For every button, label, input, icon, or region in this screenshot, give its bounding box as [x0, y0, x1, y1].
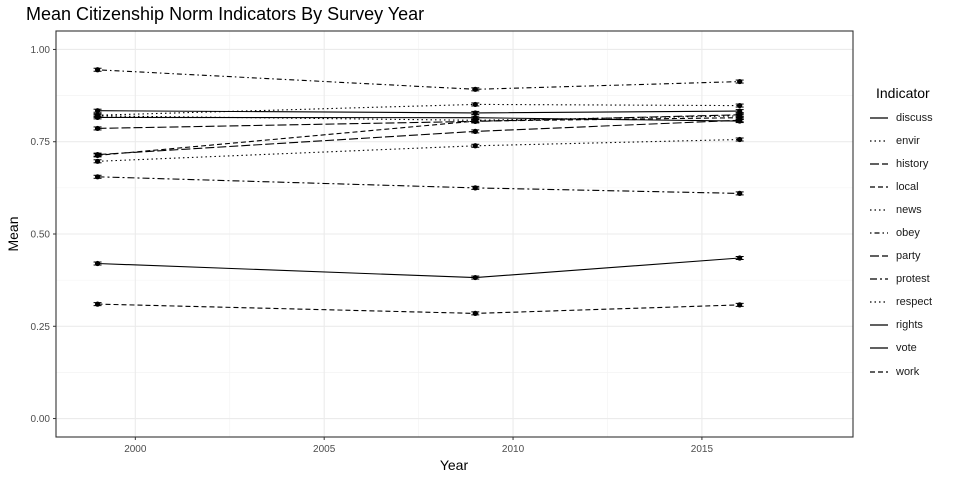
legend-label-rights: rights [896, 319, 923, 332]
legend-label-history: history [896, 157, 929, 170]
data-point-vote [94, 260, 101, 267]
y-tick-label: 0.25 [31, 322, 51, 333]
legend-key-rights [870, 324, 888, 327]
data-point-rights [737, 118, 743, 124]
data-point-respect [472, 101, 478, 108]
legend-label-obey: obey [896, 227, 920, 240]
chart-title: Mean Citizenship Norm Indicators By Surv… [26, 4, 425, 24]
data-point-protest [737, 190, 743, 196]
legend: Indicator discuss envir history local news ob… [868, 84, 958, 383]
data-point-rights [94, 114, 101, 120]
data-point-obey [94, 67, 101, 73]
legend-key-respect [870, 301, 888, 303]
legend-item-history: history [868, 152, 958, 175]
legend-label-work: work [896, 365, 920, 378]
data-point-vote [737, 255, 743, 261]
legend-key-obey [870, 232, 888, 234]
legend-title: Indicator [876, 85, 930, 101]
legend-item-rights: rights [868, 314, 958, 337]
legend-key-envir [870, 139, 888, 142]
data-point-local [94, 152, 101, 158]
y-tick-label: 1.00 [31, 45, 51, 56]
data-point-obey [737, 78, 743, 85]
x-tick-label: 2000 [124, 444, 147, 455]
legend-label-respect: respect [896, 296, 933, 309]
data-point-party [737, 112, 743, 118]
data-point-work [472, 310, 478, 316]
data-point-discuss [472, 110, 478, 116]
legend-item-obey: obey [868, 221, 958, 244]
data-point-work [94, 301, 101, 307]
legend-label-news: news [896, 203, 922, 216]
data-point-rights [472, 115, 478, 121]
data-point-news [472, 143, 478, 149]
grid-lines [56, 31, 853, 437]
legend-label-protest: protest [896, 273, 930, 286]
legend-label-discuss: discuss [896, 111, 933, 124]
data-point-protest [94, 174, 101, 180]
legend-item-party: party [868, 245, 958, 268]
legend-item-work: work [868, 360, 958, 383]
legend-label-party: party [896, 250, 921, 263]
data-point-discuss [737, 108, 743, 114]
x-axis-title: Year [440, 457, 469, 473]
series-line-respect [97, 103, 740, 116]
data-point-respect [737, 102, 743, 109]
legend-key-protest [870, 278, 888, 280]
data-point-protest [472, 185, 478, 191]
legend-item-news: news [868, 198, 958, 221]
data-point-work [737, 302, 743, 308]
x-tick-label: 2005 [313, 444, 336, 455]
x-tick-label: 2015 [691, 444, 714, 455]
legend-label-envir: envir [896, 134, 920, 147]
data-point-vote [472, 274, 478, 281]
legend-key-work [870, 370, 888, 373]
data-point-news [737, 136, 743, 143]
legend-key-party [870, 255, 888, 257]
data-point-obey [472, 86, 478, 92]
y-tick-label: 0.50 [31, 230, 51, 241]
data-point-party [472, 118, 478, 125]
legend-key-news [870, 209, 888, 211]
data-point-party [94, 125, 101, 132]
y-tick-label: 0.75 [31, 137, 51, 148]
legend-item-protest: protest [868, 268, 958, 291]
legend-key-local [870, 186, 888, 188]
legend-item-discuss: discuss [868, 106, 958, 129]
legend-key-vote [870, 347, 888, 350]
legend-item-envir: envir [868, 129, 958, 152]
axes: 2000 2005 2010 2015 0.00 0.25 0.50 0.75 1.00 [31, 45, 714, 455]
x-tick-label: 2010 [502, 444, 525, 455]
y-axis-title: Mean [5, 216, 21, 251]
legend-items: discuss envir history local news obey party pro… [868, 106, 958, 383]
data-points [93, 67, 744, 316]
legend-item-local: local [868, 175, 958, 198]
legend-label-local: local [896, 180, 919, 193]
series-line-obey [97, 69, 740, 90]
data-point-news [94, 158, 101, 164]
y-tick-label: 0.00 [31, 414, 51, 425]
legend-label-vote: vote [896, 342, 917, 355]
legend-item-respect: respect [868, 291, 958, 314]
legend-item-vote: vote [868, 337, 958, 360]
legend-key-history [870, 163, 888, 165]
data-point-history [472, 128, 478, 134]
data-point-discuss [94, 108, 101, 114]
legend-key-discuss [870, 116, 888, 119]
